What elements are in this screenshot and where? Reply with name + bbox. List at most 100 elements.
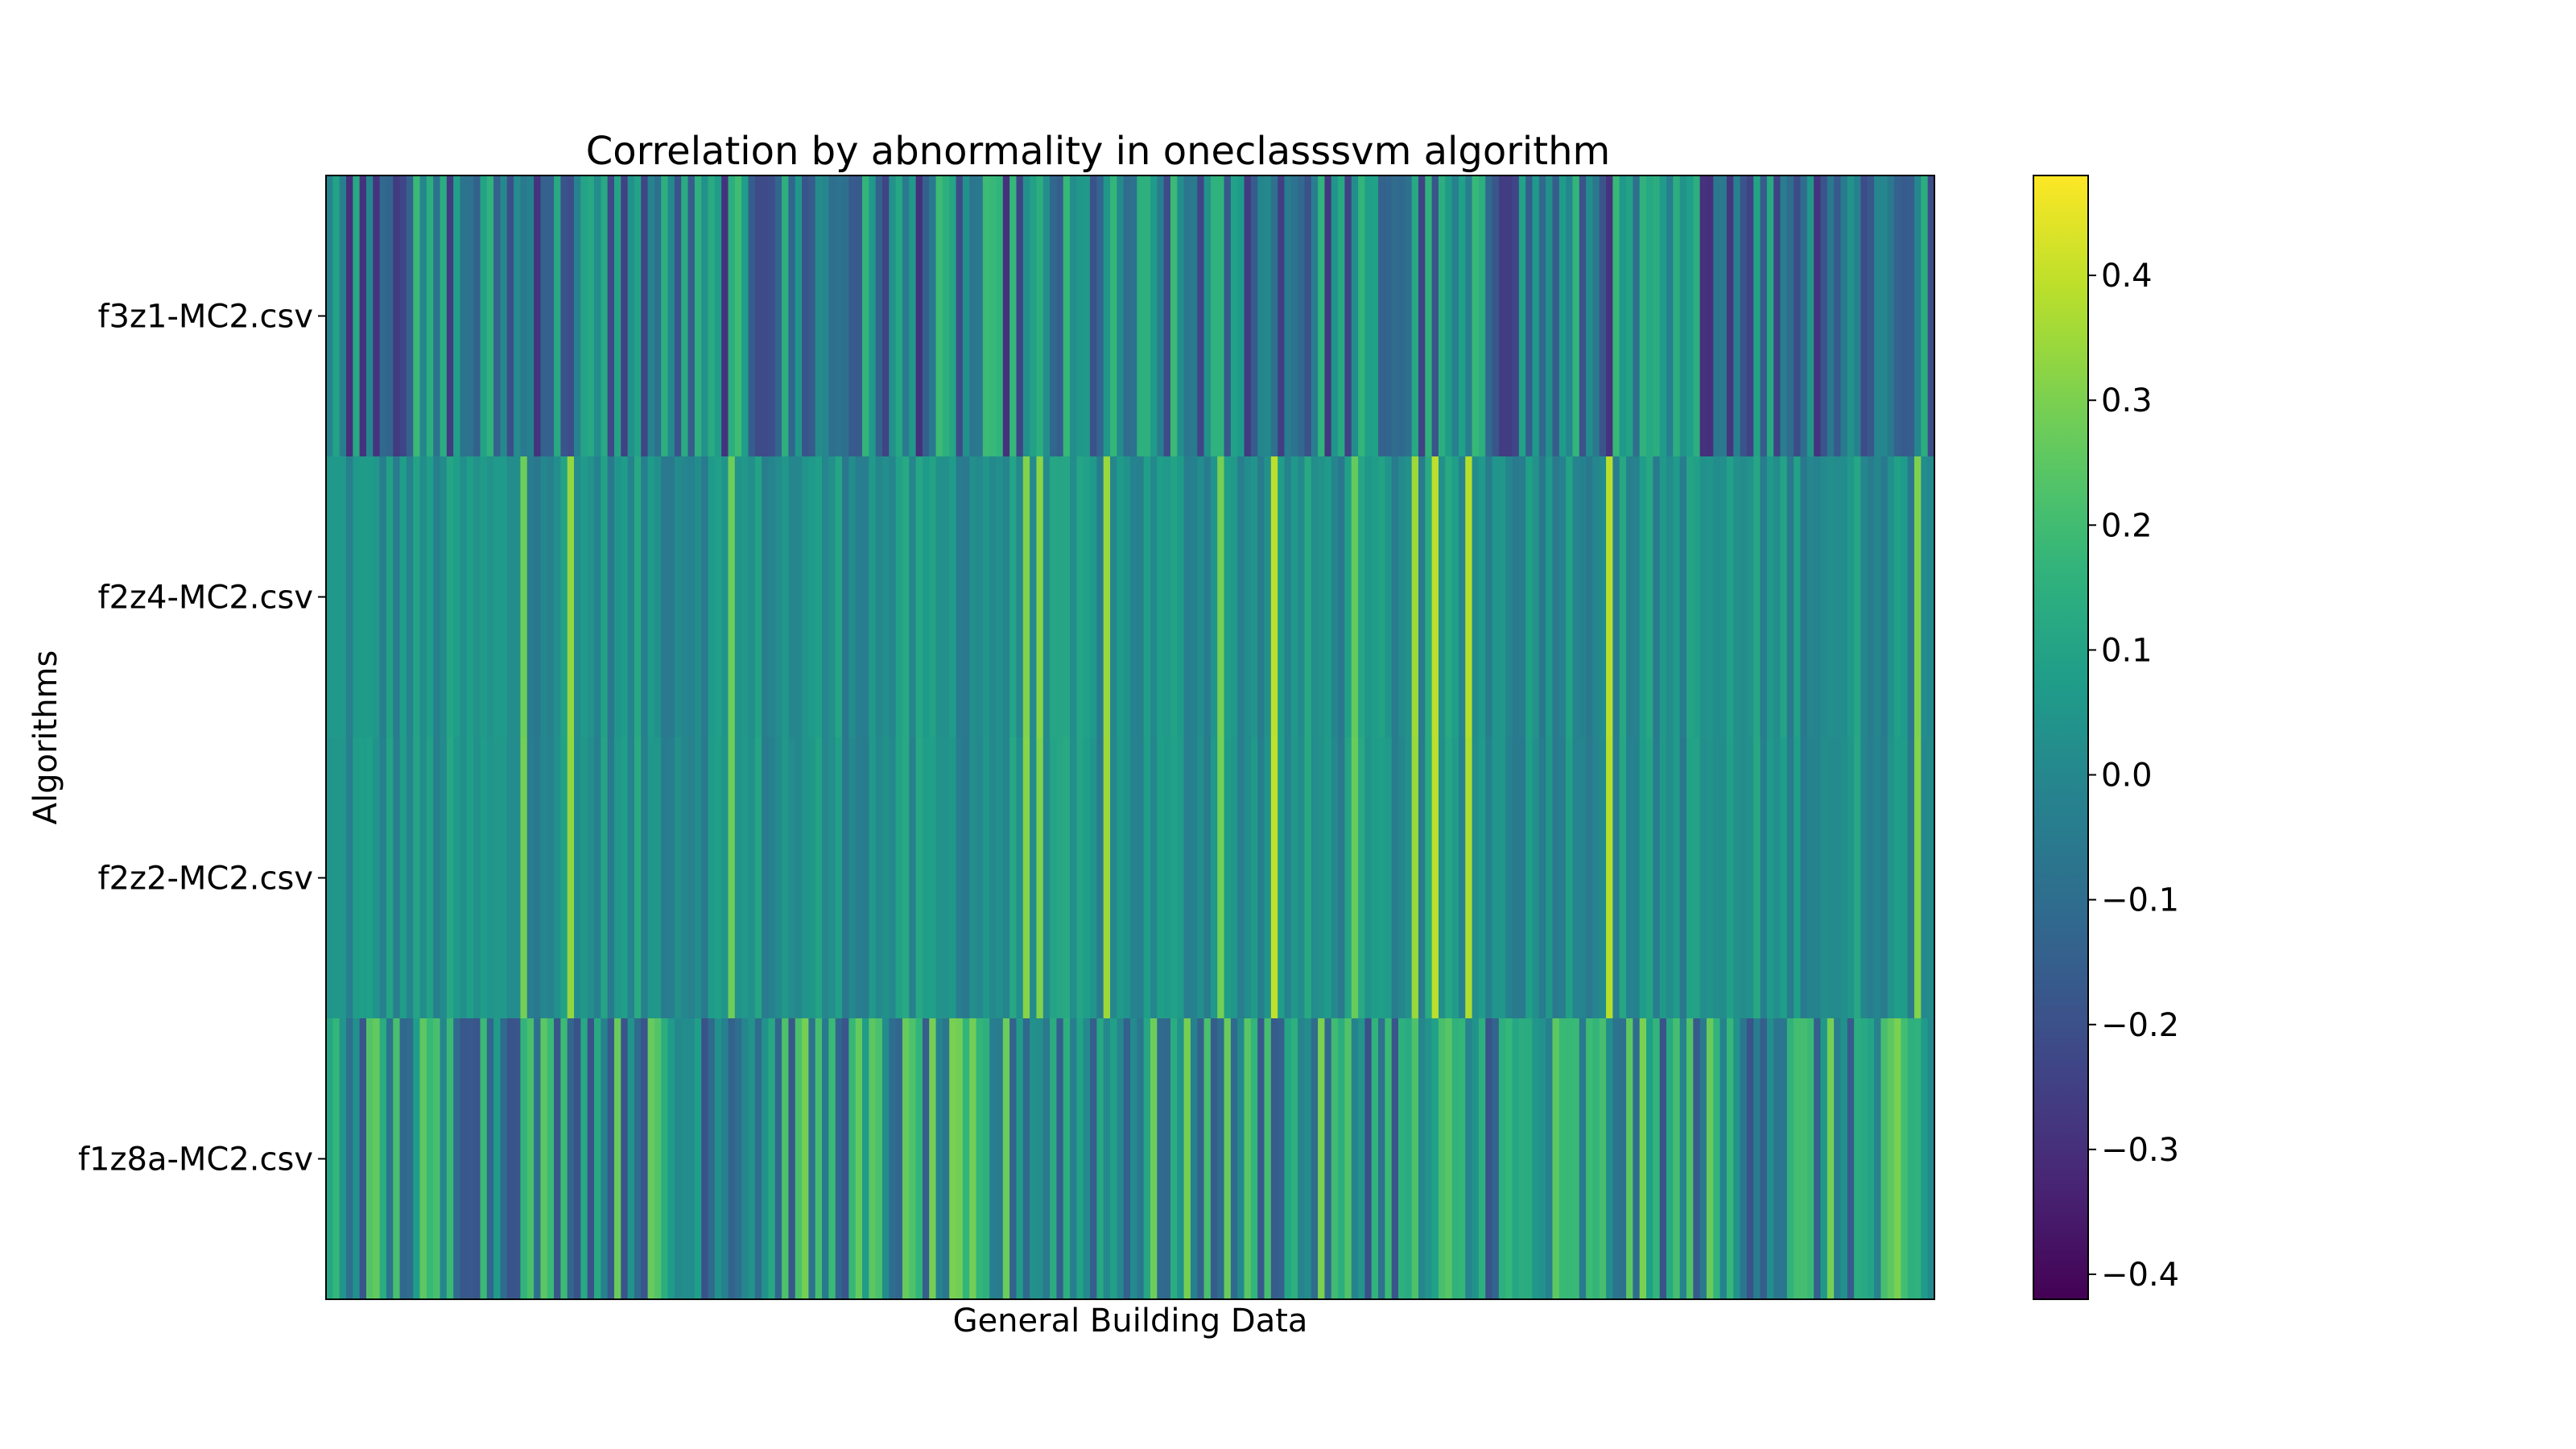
heatmap-cell: [1224, 175, 1232, 457]
heatmap-cell: [1847, 737, 1855, 1019]
heatmap-cell: [1177, 175, 1185, 457]
heatmap-cell: [1076, 737, 1084, 1019]
heatmap-cell: [473, 456, 481, 738]
heatmap-cell: [1022, 737, 1030, 1019]
heatmap-cell: [1653, 456, 1661, 738]
heatmap-cell: [1901, 1018, 1909, 1300]
heatmap-cell: [1405, 737, 1413, 1019]
heatmap-cell: [1298, 175, 1306, 457]
heatmap-cell: [1076, 1018, 1084, 1300]
heatmap-cell: [514, 737, 522, 1019]
heatmap-cell: [1042, 737, 1051, 1019]
heatmap-cell: [587, 456, 595, 738]
heatmap-cell: [1786, 1018, 1794, 1300]
heatmap-cell: [768, 456, 776, 738]
heatmap-cell: [1827, 737, 1835, 1019]
heatmap-cell: [1706, 737, 1714, 1019]
heatmap-cell: [1070, 175, 1077, 457]
heatmap-cell: [1458, 1018, 1466, 1300]
heatmap-cell: [996, 1018, 1004, 1300]
heatmap-cell: [1633, 456, 1641, 738]
heatmap-cell: [526, 175, 535, 457]
heatmap-cell: [1485, 175, 1493, 457]
heatmap-cell: [607, 1018, 615, 1300]
heatmap-cell: [1538, 456, 1546, 738]
heatmap-cell: [1505, 737, 1513, 1019]
heatmap-cell: [1002, 737, 1010, 1019]
heatmap-cell: [332, 456, 341, 738]
heatmap-cell: [607, 175, 615, 457]
heatmap-cell: [956, 1018, 964, 1300]
heatmap-cell: [1278, 1018, 1286, 1300]
heatmap-cell: [889, 456, 897, 738]
heatmap-cell: [419, 456, 427, 738]
y-tick-label: f3z1-MC2.csv: [97, 299, 313, 336]
heatmap-cell: [1130, 737, 1137, 1019]
heatmap-cell: [802, 737, 809, 1019]
heatmap-cell: [1438, 737, 1446, 1019]
heatmap-cell: [506, 456, 514, 738]
heatmap-cell: [493, 175, 502, 457]
heatmap-cell: [1371, 737, 1379, 1019]
heatmap-cell: [1203, 175, 1212, 457]
heatmap-cell: [989, 456, 997, 738]
heatmap-cell: [1814, 175, 1822, 457]
heatmap-cell: [1063, 456, 1071, 738]
heatmap-cell: [822, 737, 829, 1019]
heatmap-cell: [1042, 175, 1051, 457]
heatmap-cell: [942, 456, 950, 738]
heatmap-cell: [1311, 1018, 1319, 1300]
heatmap-cell: [1458, 175, 1466, 457]
heatmap-cell: [815, 456, 823, 738]
heatmap-cell: [1056, 456, 1064, 738]
heatmap-cell: [1217, 737, 1225, 1019]
heatmap-cell: [989, 737, 997, 1019]
heatmap-cell: [365, 737, 374, 1019]
heatmap-cell: [1492, 456, 1500, 738]
heatmap-cell: [1170, 1018, 1178, 1300]
heatmap-cell: [902, 456, 910, 738]
heatmap-cell: [1030, 737, 1038, 1019]
heatmap-cell: [554, 737, 561, 1019]
heatmap-cell: [1498, 737, 1506, 1019]
heatmap-cell: [989, 1018, 997, 1300]
heatmap-cell: [741, 456, 749, 738]
heatmap-cell: [1391, 1018, 1399, 1300]
heatmap-cell: [1418, 175, 1426, 457]
heatmap-cell: [1546, 737, 1554, 1019]
heatmap-cell: [1244, 737, 1252, 1019]
heatmap-cell: [1137, 456, 1145, 738]
heatmap-cell: [1673, 456, 1681, 738]
heatmap-cell: [909, 1018, 917, 1300]
heatmap-cell: [567, 456, 575, 738]
heatmap-cell: [795, 456, 803, 738]
heatmap-cell: [486, 456, 494, 738]
heatmap-cell: [1840, 456, 1848, 738]
heatmap-cell: [493, 1018, 502, 1300]
heatmap-cell: [674, 175, 682, 457]
heatmap-cell: [1525, 737, 1534, 1019]
heatmap-cell: [1552, 175, 1560, 457]
heatmap-cell: [762, 1018, 770, 1300]
heatmap-cell: [687, 737, 696, 1019]
heatmap-cell: [1512, 1018, 1520, 1300]
heatmap-cell: [1150, 1018, 1158, 1300]
heatmap-cell: [1512, 737, 1520, 1019]
heatmap-cell: [741, 737, 749, 1019]
heatmap-cell: [1237, 175, 1245, 457]
heatmap-cell: [1304, 1018, 1312, 1300]
heatmap-cell: [1385, 175, 1393, 457]
heatmap-cell: [795, 737, 803, 1019]
heatmap-cell: [1418, 456, 1426, 738]
heatmap-cell: [1901, 456, 1909, 738]
heatmap-cell: [1566, 456, 1574, 738]
heatmap-cell: [1766, 1018, 1774, 1300]
heatmap-cell: [1090, 1018, 1097, 1300]
heatmap-cell: [1639, 456, 1647, 738]
heatmap-cell: [433, 456, 441, 738]
heatmap-cell: [1894, 1018, 1901, 1300]
heatmap-cell: [661, 456, 669, 738]
colorbar-tick-label: 0.2: [2101, 507, 2153, 544]
heatmap-cell: [1699, 175, 1707, 457]
heatmap-cell: [1311, 456, 1319, 738]
